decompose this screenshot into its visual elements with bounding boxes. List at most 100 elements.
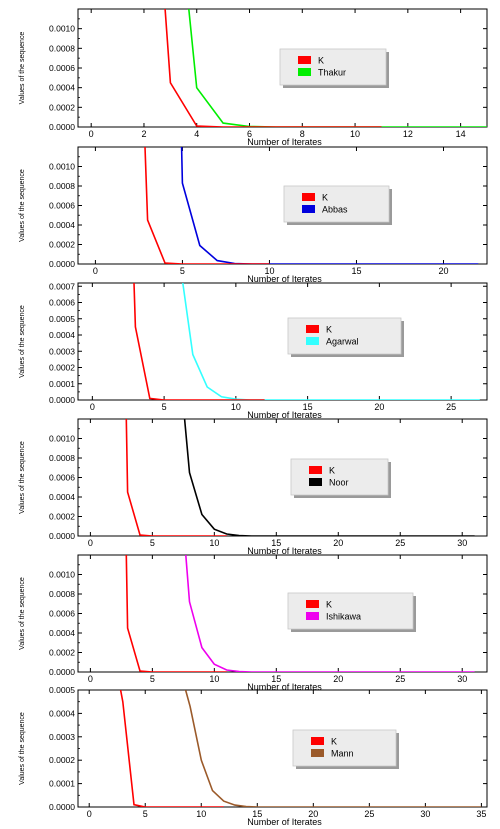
legend-swatch (298, 68, 311, 76)
x-axis-label: Number of Iterates (247, 274, 322, 284)
x-tick-label: 0 (93, 266, 98, 276)
x-tick-label: 5 (150, 674, 155, 684)
x-tick-label: 0 (89, 129, 94, 139)
x-tick-label: 10 (209, 674, 219, 684)
x-tick-label: 10 (209, 538, 219, 548)
x-tick-label: 0 (88, 674, 93, 684)
x-tick-label: 20 (308, 809, 318, 819)
y-axis-label: Values of the sequence (19, 712, 26, 785)
y-tick-label: 0.0002 (49, 648, 75, 658)
legend-label: Noor (329, 478, 349, 488)
y-tick-label: 0.0005 (49, 314, 75, 324)
x-tick-label: 15 (271, 538, 281, 548)
plot-frame (77, 282, 488, 401)
legend-swatch (306, 325, 319, 333)
y-tick-label: 0.0004 (49, 628, 75, 638)
legend-label: Abbas (322, 205, 348, 215)
legend-label: K (322, 193, 328, 203)
x-tick-label: 2 (141, 129, 146, 139)
x-tick-label: 10 (350, 129, 360, 139)
y-tick-label: 0.0000 (49, 395, 75, 405)
y-tick-label: 0.0004 (49, 492, 75, 502)
series-line-k (125, 555, 227, 672)
legend-swatch (306, 612, 319, 620)
x-tick-label: 25 (395, 674, 405, 684)
y-tick-label: 0.0000 (49, 667, 75, 677)
chart-panel-3: 0.0000 0.0001 0.0002 0.0003 0.0004 0.0005 0.00… (19, 281, 488, 420)
legend: K Thakur (279, 48, 389, 88)
x-tick-label: 5 (180, 266, 185, 276)
legend-swatch (302, 205, 315, 213)
x-axis-label: Number of Iterates (247, 817, 322, 827)
x-tick-label: 20 (438, 266, 448, 276)
y-tick-label: 0.0004 (49, 708, 75, 718)
chart-panel-2: 0.0000 0.0002 0.0004 0.0006 0.0008 0.0010 0 5 10… (19, 146, 488, 284)
x-tick-label: 30 (420, 809, 430, 819)
y-tick-label: 0.0004 (49, 83, 75, 93)
chart-panel-6: 0.0000 0.0001 0.0002 0.0003 0.0004 0.0005 0 5 10… (19, 685, 488, 827)
plot-frame (77, 418, 488, 537)
y-tick-label: 0.0004 (49, 330, 75, 340)
series-line-thakur (188, 9, 487, 127)
legend-box (279, 48, 387, 86)
legend-swatch (309, 478, 322, 486)
series-line-agarwal (182, 283, 480, 400)
y-tick-label: 0.0001 (49, 779, 75, 789)
legend: K Abbas (283, 185, 392, 225)
x-tick-label: 10 (231, 402, 241, 412)
legend-swatch (306, 600, 319, 608)
legend-label: K (326, 600, 332, 610)
y-tick-label: 0.0002 (49, 755, 75, 765)
legend: K Ishikawa (287, 592, 416, 632)
x-tick-label: 20 (374, 402, 384, 412)
legend-label: Ishikawa (326, 612, 361, 622)
y-axis-label: Values of the sequence (19, 169, 26, 242)
x-tick-label: 25 (446, 402, 456, 412)
legend-swatch (311, 749, 324, 757)
y-tick-label: 0.0008 (49, 453, 75, 463)
legend-label: Thakur (318, 68, 346, 78)
plot-frame (77, 554, 488, 673)
y-tick-label: 0.0005 (49, 685, 75, 695)
x-tick-label: 5 (150, 538, 155, 548)
y-tick-label: 0.0006 (49, 473, 75, 483)
x-tick-label: 0 (88, 538, 93, 548)
y-tick-label: 0.0003 (49, 346, 75, 356)
x-tick-label: 14 (456, 129, 466, 139)
chart-panel-4: 0.0000 0.0002 0.0004 0.0006 0.0008 0.0010 0 5 10… (19, 418, 488, 556)
y-tick-label: 0.0000 (49, 122, 75, 132)
y-tick-label: 0.0006 (49, 201, 75, 211)
x-tick-label: 35 (476, 809, 486, 819)
legend-box (287, 317, 402, 355)
legend-box (290, 458, 389, 496)
y-tick-label: 0.0008 (49, 181, 75, 191)
legend-box (292, 729, 397, 767)
series-line-mann (184, 690, 482, 807)
x-tick-label: 15 (351, 266, 361, 276)
x-tick-label: 8 (300, 129, 305, 139)
y-tick-label: 0.0000 (49, 259, 75, 269)
y-tick-label: 0.0006 (49, 298, 75, 308)
x-tick-label: 20 (333, 674, 343, 684)
x-tick-label: 30 (457, 674, 467, 684)
x-tick-label: 10 (264, 266, 274, 276)
series-line-abbas (180, 147, 479, 264)
y-axis-label: Values of the sequence (19, 441, 26, 514)
series-line-k (125, 419, 227, 536)
legend-swatch (306, 337, 319, 345)
plot-frame (77, 146, 488, 265)
legend: K Agarwal (287, 317, 404, 357)
legend-box (283, 185, 390, 223)
plot-frame (77, 689, 488, 808)
legend-box (287, 592, 414, 630)
legend-label: K (329, 466, 335, 476)
y-tick-label: 0.0000 (49, 802, 75, 812)
legend: K Noor (290, 458, 391, 498)
x-axis-label: Number of Iterates (247, 410, 322, 420)
series-line-k (119, 690, 224, 807)
legend-swatch (311, 737, 324, 745)
y-tick-label: 0.0002 (49, 240, 75, 250)
y-axis-label: Values of the sequence (19, 32, 26, 105)
x-axis-label: Number of Iterates (247, 546, 322, 556)
x-tick-label: 15 (271, 674, 281, 684)
